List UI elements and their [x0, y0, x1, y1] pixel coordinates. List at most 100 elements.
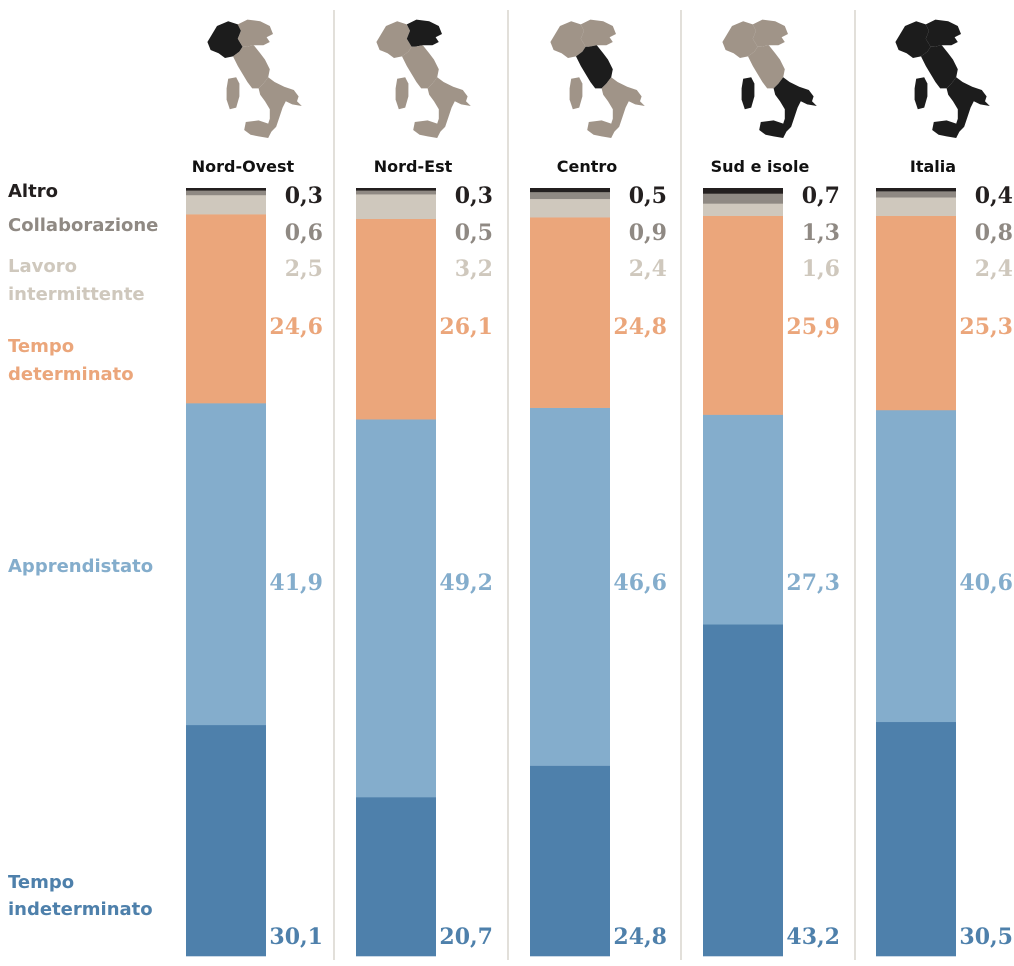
map-region-sud-e-isole-sicilia	[759, 120, 787, 138]
bar-centro-tempo-indeterminato	[530, 765, 610, 957]
map-region-italia-sud	[946, 77, 990, 132]
category-label-sud-e-isole: Sud e isole	[711, 157, 810, 176]
bar-nord-est-tempo-determinato	[356, 218, 436, 420]
map-region-centro-centro	[576, 45, 613, 89]
value-label-italia-tempo-determinato: 25,3	[959, 314, 1013, 340]
value-label-nord-est-altro: 0,3	[455, 183, 493, 209]
bar-italia-tempo-determinato	[876, 215, 956, 411]
bar-nord-ovest-collaborazione	[186, 190, 266, 196]
bar-centro-collaborazione	[530, 191, 610, 200]
bar-sud-e-isole-altro	[703, 188, 783, 194]
value-label-nord-est-tempo-determinato: 26,1	[439, 314, 493, 340]
map-region-italia-nord-est	[925, 19, 961, 47]
bar-italia-apprendistato	[876, 409, 956, 723]
value-label-italia-collaborazione: 0,8	[975, 220, 1013, 246]
map-region-sud-e-isole-nord-ovest	[722, 21, 758, 58]
map-region-nord-est-centro	[402, 45, 439, 89]
map-region-nord-ovest-sardegna	[226, 77, 240, 110]
value-label-sud-e-isole-apprendistato: 27,3	[786, 570, 840, 596]
map-region-centro-nord-est	[580, 19, 616, 47]
map-region-nord-ovest-nord-ovest	[207, 21, 243, 58]
bar-centro-tempo-determinato	[530, 217, 610, 408]
legend-label-tempo-determinato-line-1: Tempo	[8, 336, 74, 357]
value-label-sud-e-isole-tempo-determinato: 25,9	[786, 314, 840, 340]
map-region-italia-nord-ovest	[895, 21, 931, 58]
map-region-centro-sud	[601, 77, 645, 132]
bar-sud-e-isole-tempo-determinato	[703, 215, 783, 415]
value-label-centro-tempo-determinato: 24,8	[613, 314, 667, 340]
value-label-italia-altro: 0,4	[975, 183, 1013, 209]
value-label-sud-e-isole-altro: 0,7	[802, 183, 840, 209]
bar-centro-apprendistato	[530, 407, 610, 766]
legend: Tempo indeterminato Apprendistato Tempo dete…	[8, 181, 158, 920]
bar-sud-e-isole-tempo-indeterminato	[703, 624, 783, 957]
legend-label-tempo-determinato-line-2: determinato	[8, 364, 134, 385]
value-label-sud-e-isole-collaborazione: 1,3	[802, 220, 840, 246]
map-region-sud-e-isole-nord-est	[752, 19, 788, 47]
legend-label-lavoro-intermittente-line-1: Lavoro	[8, 256, 77, 277]
bar-centro-lavoro-intermittente	[530, 198, 610, 218]
map-region-centro-sardegna	[569, 77, 583, 110]
value-label-nord-est-lavoro-intermittente: 3,2	[455, 256, 493, 282]
map-icon-sud-e-isole	[722, 19, 817, 138]
value-label-nord-ovest-tempo-indeterminato: 30,1	[269, 924, 323, 950]
value-label-italia-apprendistato: 40,6	[959, 570, 1013, 596]
value-label-centro-apprendistato: 46,6	[613, 570, 667, 596]
value-label-nord-ovest-lavoro-intermittente: 2,5	[285, 256, 323, 282]
map-region-nord-est-sardegna	[395, 77, 409, 110]
legend-apprendistato: Apprendistato	[8, 556, 153, 577]
map-region-nord-est-nord-est	[406, 19, 442, 47]
category-label-centro: Centro	[557, 157, 618, 176]
map-icon-italia	[895, 19, 990, 138]
value-label-sud-e-isole-lavoro-intermittente: 1,6	[802, 256, 840, 282]
map-region-nord-ovest-nord-est	[237, 19, 273, 47]
bar-nord-est-collaborazione	[356, 190, 436, 195]
value-label-nord-ovest-tempo-determinato: 24,6	[269, 314, 323, 340]
bar-nord-ovest-lavoro-intermittente	[186, 194, 266, 215]
legend-tempo-determinato: Tempo determinato	[8, 336, 134, 385]
legend-lavoro-intermittente: Lavoro intermittente	[8, 256, 145, 305]
map-region-sud-e-isole-centro	[748, 45, 785, 89]
legend-label-apprendistato: Apprendistato	[8, 556, 153, 577]
map-icon-centro	[550, 19, 645, 138]
value-label-centro-tempo-indeterminato: 24,8	[613, 924, 667, 950]
category-labels: Nord-Ovest Nord-Est Centro Sud e isole Itali…	[192, 157, 956, 176]
bar-italia-tempo-indeterminato	[876, 721, 956, 957]
bar-nord-est-altro	[356, 188, 436, 191]
bar-nord-ovest-tempo-determinato	[186, 214, 266, 404]
category-label-nord-ovest: Nord-Ovest	[192, 157, 295, 176]
map-region-nord-est-sud	[427, 77, 471, 132]
value-label-centro-collaborazione: 0,9	[629, 220, 667, 246]
value-label-nord-ovest-collaborazione: 0,6	[285, 220, 323, 246]
map-region-italia-centro	[921, 45, 958, 89]
value-labels: 30,1 41,9 24,6 2,5 0,6 0,3 20,7 49,2 26,1 3,2 0,5 0…	[269, 183, 1013, 950]
map-region-nord-ovest-sicilia	[244, 120, 272, 138]
category-label-italia: Italia	[910, 157, 956, 176]
value-label-nord-ovest-apprendistato: 41,9	[269, 570, 323, 596]
bar-nord-est-lavoro-intermittente	[356, 194, 436, 220]
value-label-centro-altro: 0,5	[629, 183, 667, 209]
region-maps	[207, 19, 990, 138]
bar-nord-ovest-apprendistato	[186, 403, 266, 726]
bar-italia-lavoro-intermittente	[876, 197, 956, 216]
map-region-nord-ovest-centro	[233, 45, 270, 89]
legend-tempo-indeterminato: Tempo indeterminato	[8, 872, 153, 920]
bar-nord-est-tempo-indeterminato	[356, 797, 436, 957]
legend-label-collaborazione: Collaborazione	[8, 215, 158, 236]
legend-label-altro: Altro	[8, 181, 58, 202]
legend-collaborazione: Collaborazione	[8, 215, 158, 236]
map-icon-nord-est	[376, 19, 471, 138]
map-region-nord-est-sicilia	[413, 120, 441, 138]
map-region-sud-e-isole-sardegna	[741, 77, 755, 110]
map-region-nord-est-nord-ovest	[376, 21, 412, 58]
value-label-nord-ovest-altro: 0,3	[285, 183, 323, 209]
map-region-sud-e-isole-sud	[773, 77, 817, 132]
bar-sud-e-isole-collaborazione	[703, 193, 783, 204]
bar-centro-altro	[530, 188, 610, 193]
column-separators	[333, 10, 856, 960]
legend-label-lavoro-intermittente-line-2: intermittente	[8, 284, 145, 305]
bar-nord-ovest-altro	[186, 188, 266, 191]
value-label-sud-e-isole-tempo-indeterminato: 43,2	[786, 924, 840, 950]
value-label-italia-lavoro-intermittente: 2,4	[975, 256, 1013, 282]
